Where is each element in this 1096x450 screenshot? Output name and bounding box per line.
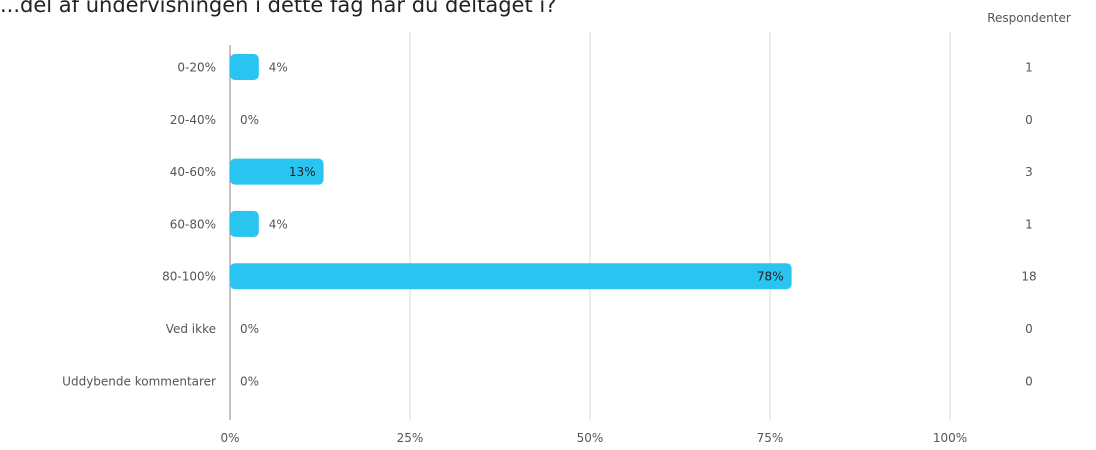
- question-title: ...del af undervisningen i dette fag har…: [0, 0, 557, 17]
- respondent-count: 0: [1025, 322, 1033, 336]
- bar: [230, 54, 259, 80]
- respondent-count: 18: [1021, 270, 1036, 284]
- respondent-count: 1: [1025, 61, 1033, 75]
- x-tick-label: 75%: [757, 431, 784, 445]
- category-label: 80-100%: [162, 270, 216, 284]
- category-label: Ved ikke: [166, 322, 216, 336]
- bar-value-label: 4%: [269, 61, 288, 75]
- bar: [230, 158, 324, 185]
- bar: [230, 210, 259, 237]
- category-label: Uddybende kommentarer: [62, 374, 216, 388]
- respondent-count: 1: [1025, 217, 1033, 231]
- bar-value-label: 4%: [269, 217, 288, 231]
- x-tick-label: 25%: [397, 431, 424, 445]
- respondent-count: 0: [1025, 113, 1033, 127]
- bar-value-label: 13%: [289, 165, 316, 179]
- category-label: 40-60%: [170, 165, 216, 179]
- bar-value-label: 0%: [240, 322, 259, 336]
- respondent-count: 0: [1025, 374, 1033, 388]
- category-label: 60-80%: [170, 217, 216, 231]
- respondent-count: 3: [1025, 165, 1033, 179]
- category-label: 0-20%: [177, 61, 216, 75]
- x-tick-label: 0%: [220, 431, 239, 445]
- respondents-header: Respondenter: [987, 11, 1071, 25]
- bar: [230, 263, 792, 290]
- bar-value-label: 0%: [240, 374, 259, 388]
- x-tick-label: 50%: [577, 431, 604, 445]
- bar-value-label: 0%: [240, 113, 259, 127]
- category-label: 20-40%: [170, 113, 216, 127]
- x-tick-label: 100%: [933, 431, 967, 445]
- bar-value-label: 78%: [757, 270, 784, 284]
